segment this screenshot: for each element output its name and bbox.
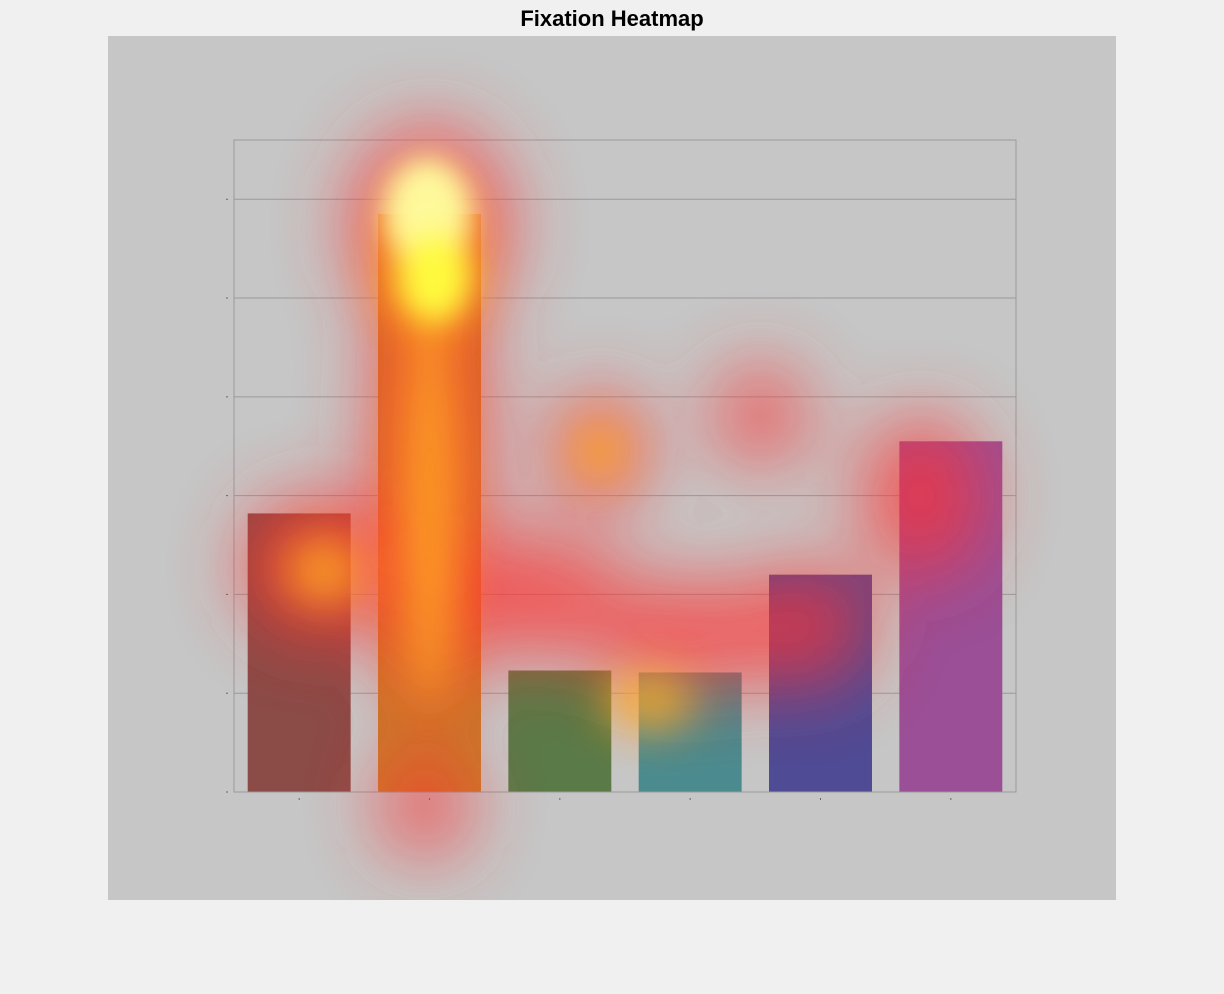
bar-2 [508,670,612,792]
heat-red-bar3 [590,581,771,691]
heat-yellow-tail [399,231,470,321]
heat-orange-bar3 [605,671,696,731]
chart-title: Fixation Heatmap [520,6,704,31]
heat-orange-bar0 [284,536,365,606]
heat-red-bar4 [730,566,871,686]
plot-frame [233,139,1017,793]
heat-orange-column [399,306,460,706]
heat-red-bottom [379,756,470,856]
heat-orange-bar2 [571,421,628,481]
heat-red-mid [444,536,625,656]
fixation-heat-overlay [244,126,981,856]
heatmap-stimulus-area [108,36,1116,900]
heat-red-upper-right [715,366,806,466]
heat-red-bar5 [860,416,981,576]
